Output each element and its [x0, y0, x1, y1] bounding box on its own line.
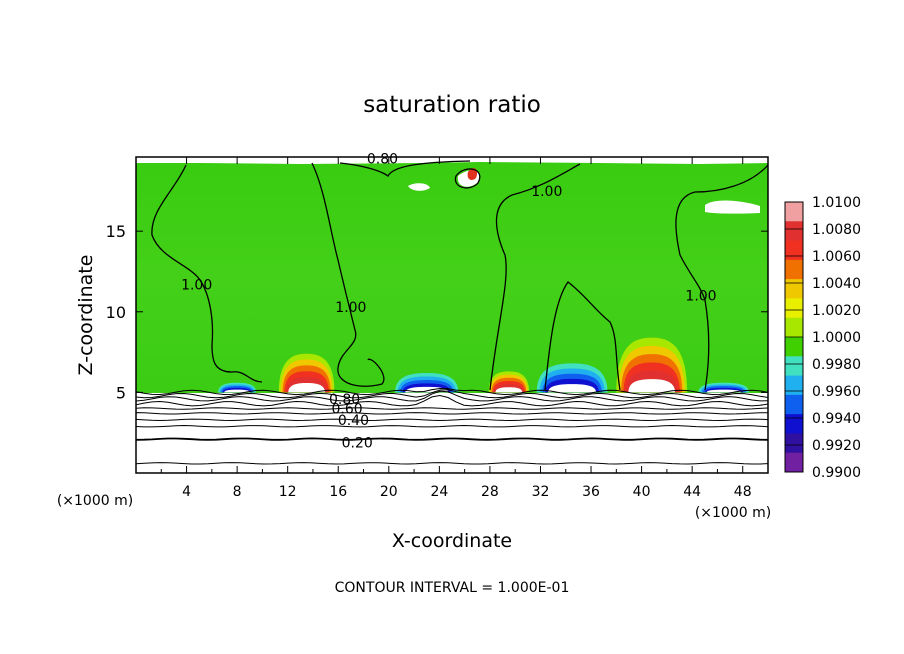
x-tick-label-7: 32 — [532, 484, 550, 500]
x-axis-ticks: 4 8 12 16 20 24 28 32 36 40 44 48 — [160, 157, 752, 500]
x-axis-label: X-coordinate — [392, 530, 512, 552]
plume-layer — [218, 337, 750, 393]
colorbar-swatch-6 — [785, 317, 803, 338]
colorbar-swatch-5 — [785, 298, 803, 319]
plot-area — [136, 157, 768, 473]
lower-contour-0.98 — [136, 387, 768, 396]
x-tick-label-8: 36 — [582, 484, 600, 500]
contour-label-7: 0.40 — [338, 413, 369, 429]
contour-0-80-top — [339, 160, 471, 177]
lower-contour-0.4 — [136, 418, 768, 422]
lower-contour-0.6 — [136, 407, 768, 410]
region-3-band-4 — [224, 389, 250, 393]
y-axis-label: Z-coordinate — [75, 255, 97, 376]
lower-contour-lines — [136, 387, 768, 465]
contour-1-00-right — [675, 164, 768, 391]
contour-label-3: 1.00 — [335, 300, 366, 316]
x-tick-label-11: 48 — [734, 484, 752, 500]
colorbar-swatch-10 — [785, 394, 803, 415]
red-spot-top — [467, 168, 478, 180]
contour-cloud-top — [454, 168, 481, 189]
colorbar-swatch-11 — [785, 414, 803, 434]
contour-interval-note: CONTOUR INTERVAL = 1.000E-01 — [335, 580, 570, 596]
x-tick-label-4: 20 — [380, 484, 398, 500]
contour-label-1: 1.00 — [531, 184, 562, 200]
y-tick-label-1: 10 — [106, 303, 126, 322]
colorbar-label-7: 0.9960 — [812, 384, 861, 400]
x-unit-left: (×1000 m) — [57, 493, 133, 509]
colorbar-label-8: 0.9940 — [812, 411, 861, 427]
contour-label-6: 0.60 — [332, 402, 363, 418]
colorbar-label-0: 1.0100 — [812, 195, 861, 211]
colorbar-swatch-1 — [785, 221, 803, 242]
y-tick-label-0: 5 — [116, 383, 126, 402]
x-tick-label-5: 24 — [430, 484, 448, 500]
colorbar-swatch-7 — [785, 337, 803, 357]
x-tick-label-2: 12 — [279, 484, 297, 500]
lower-contour-0.9 — [136, 389, 768, 399]
top-white-strip — [136, 157, 768, 164]
colorbar-label-2: 1.0060 — [812, 249, 861, 265]
region-5-band-4 — [548, 384, 597, 393]
x-tick-label-6: 28 — [481, 484, 499, 500]
upper-contour-lines — [151, 160, 768, 391]
white-cloud-right — [705, 200, 760, 214]
colorbar-label-5: 1.0000 — [812, 330, 861, 346]
colorbar-label-1: 1.0080 — [812, 222, 861, 238]
lower-contour-0.2 — [136, 437, 768, 441]
y-axis-ticks: 5 10 15 — [106, 222, 768, 402]
x-tick-label-9: 40 — [633, 484, 651, 500]
region-1-band-5 — [495, 387, 523, 393]
colorbar-swatch-4 — [785, 279, 803, 299]
colorbar-swatch-8 — [785, 356, 803, 377]
lower-contour-0.3 — [136, 424, 768, 428]
x-tick-label-1: 8 — [233, 484, 242, 500]
colorbar-label-6: 0.9980 — [812, 357, 861, 373]
colorbar-swatch-0 — [785, 202, 803, 222]
contour-label-5: 0.80 — [329, 392, 360, 408]
contour-1-00-center-b — [544, 281, 621, 391]
lower-contour-0.1 — [136, 462, 768, 465]
contour-label-8: 0.20 — [342, 435, 373, 451]
x-unit-right: (×1000 m) — [695, 505, 771, 521]
x-tick-label-10: 44 — [683, 484, 701, 500]
upper-detail-layer — [136, 157, 768, 214]
plot-frame — [135, 156, 769, 474]
contour-label-0: 0.80 — [367, 152, 398, 168]
colorbar-swatch-3 — [785, 259, 803, 280]
white-cloud-small — [408, 183, 430, 191]
region-2-band-5 — [628, 379, 676, 393]
contour-label-4: 1.00 — [685, 289, 716, 305]
region-6-band-4 — [706, 389, 741, 393]
region-0-band-5 — [288, 383, 325, 393]
colorbar-swatch-9 — [785, 375, 803, 396]
colorbar-label-3: 1.0040 — [812, 276, 861, 292]
contour-label-layer: 0.801.001.001.001.000.800.600.400.20 — [181, 152, 717, 452]
colorbar-swatch-12 — [785, 433, 803, 454]
x-tick-label-3: 16 — [329, 484, 347, 500]
contour-1-00-left — [151, 164, 263, 383]
colorbar-swatch-13 — [785, 452, 803, 473]
colorbar-label-10: 0.9900 — [812, 465, 861, 481]
lower-region — [136, 393, 768, 473]
chart-title: saturation ratio — [363, 92, 541, 118]
contour-1-00-middle — [311, 162, 385, 387]
contour-1-00-center — [489, 163, 581, 391]
lower-contour-0.5 — [136, 412, 768, 415]
colorbar-label-9: 0.9920 — [812, 438, 861, 454]
colorbar-label-4: 1.0020 — [812, 303, 861, 319]
y-tick-label-2: 15 — [106, 222, 126, 241]
colorbar: 1.0100 1.0080 1.0060 1.0040 1.0020 1.0000 0.99… — [784, 195, 861, 481]
lower-contour-0.8 — [136, 390, 768, 402]
contour-label-2: 1.00 — [181, 277, 212, 293]
lower-contour-0.7 — [136, 394, 768, 407]
colorbar-swatch-2 — [785, 240, 803, 261]
x-tick-label-0: 4 — [182, 484, 191, 500]
